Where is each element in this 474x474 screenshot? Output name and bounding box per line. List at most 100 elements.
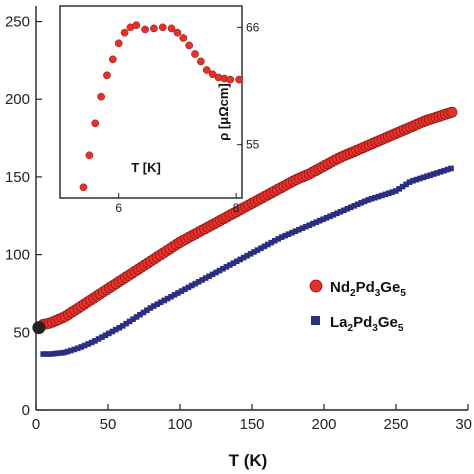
data-point bbox=[365, 197, 371, 203]
data-point bbox=[81, 342, 88, 349]
inset-data-point bbox=[208, 70, 217, 79]
data-point bbox=[392, 188, 399, 194]
inset-data-point bbox=[108, 55, 117, 64]
inset-data-point bbox=[185, 41, 194, 50]
data-point bbox=[157, 299, 164, 306]
data-point bbox=[244, 252, 250, 259]
data-point bbox=[161, 297, 167, 304]
data-point bbox=[413, 176, 420, 183]
data-point bbox=[417, 175, 423, 182]
inset-data-point bbox=[167, 24, 176, 33]
data-point bbox=[337, 208, 344, 215]
series-la bbox=[40, 165, 454, 357]
inset-data-point bbox=[191, 50, 199, 58]
y-tick-label: 250 bbox=[5, 14, 30, 31]
data-point bbox=[424, 173, 430, 180]
data-point bbox=[323, 214, 330, 221]
data-point bbox=[119, 323, 126, 329]
data-point bbox=[223, 264, 230, 270]
data-point bbox=[403, 181, 409, 188]
data-point bbox=[303, 223, 309, 230]
data-point bbox=[347, 204, 354, 211]
y-tick-label: 0 bbox=[22, 402, 30, 419]
inset-data-point bbox=[132, 21, 141, 30]
data-point bbox=[434, 170, 440, 176]
data-point bbox=[375, 193, 382, 200]
data-point bbox=[133, 314, 140, 320]
data-point bbox=[137, 311, 143, 318]
inset-x-axis-title: T [K] bbox=[131, 160, 161, 175]
x-axis-title: T (K) bbox=[229, 451, 268, 470]
data-point bbox=[289, 229, 295, 236]
data-point bbox=[61, 349, 67, 356]
data-point bbox=[334, 210, 340, 217]
inset-data-point bbox=[85, 151, 94, 160]
data-point bbox=[106, 330, 112, 337]
data-point bbox=[78, 344, 85, 350]
data-point bbox=[441, 167, 447, 174]
data-point bbox=[386, 190, 392, 197]
data-point bbox=[199, 277, 205, 283]
data-point bbox=[420, 174, 427, 181]
y-tick-label: 200 bbox=[5, 91, 30, 108]
legend-marker-la bbox=[311, 316, 320, 325]
inset-y-axis-title: ρ [μΩcm] bbox=[216, 83, 231, 140]
data-point bbox=[126, 318, 133, 325]
legend-marker-nd bbox=[309, 279, 323, 293]
main-series-layer bbox=[32, 106, 458, 357]
data-point bbox=[446, 106, 458, 118]
x-tick-label: 0 bbox=[32, 416, 40, 433]
data-point bbox=[254, 247, 261, 253]
data-point bbox=[47, 351, 53, 357]
data-point bbox=[206, 273, 212, 280]
inset-data-point bbox=[120, 28, 129, 37]
x-tick-label: 50 bbox=[100, 416, 117, 433]
data-point bbox=[410, 177, 416, 184]
series-nd bbox=[37, 106, 458, 331]
inset-data-point bbox=[235, 75, 243, 84]
data-point bbox=[344, 206, 351, 212]
inset-data-point bbox=[226, 75, 235, 84]
data-point bbox=[275, 236, 282, 242]
data-point bbox=[50, 350, 57, 357]
inset-data-point bbox=[197, 57, 205, 66]
data-point bbox=[140, 309, 147, 316]
data-point bbox=[265, 241, 271, 248]
data-point bbox=[178, 288, 185, 294]
inset-data-point bbox=[79, 183, 88, 192]
data-point bbox=[227, 262, 233, 268]
data-point bbox=[109, 328, 116, 335]
data-point bbox=[220, 265, 226, 272]
data-point bbox=[247, 251, 254, 257]
data-point bbox=[313, 219, 320, 226]
data-point bbox=[382, 191, 389, 198]
data-point bbox=[144, 307, 150, 314]
data-point bbox=[399, 183, 406, 190]
inset-data-point bbox=[173, 28, 182, 37]
data-point bbox=[71, 346, 78, 353]
data-point bbox=[268, 239, 275, 246]
inset-data-point bbox=[150, 24, 158, 33]
data-point bbox=[88, 339, 95, 346]
data-point bbox=[379, 192, 385, 199]
inset-x-tick-label: 6 bbox=[115, 201, 122, 215]
data-point bbox=[351, 203, 358, 209]
data-point bbox=[389, 189, 396, 195]
inset-x-tick-label: 8 bbox=[233, 201, 240, 215]
inset-data-point bbox=[97, 92, 105, 101]
inset-frame bbox=[59, 5, 243, 199]
data-point bbox=[240, 254, 247, 261]
data-point bbox=[237, 256, 243, 263]
data-point bbox=[171, 292, 178, 298]
data-point bbox=[299, 225, 306, 231]
data-point bbox=[112, 326, 119, 333]
data-point bbox=[64, 348, 71, 355]
inset-data-point bbox=[141, 25, 149, 34]
data-point bbox=[406, 179, 413, 185]
data-point bbox=[396, 186, 402, 192]
data-point bbox=[327, 213, 333, 220]
data-point bbox=[372, 194, 378, 201]
inset-data-point bbox=[103, 71, 111, 80]
x-tick-label: 100 bbox=[167, 416, 192, 433]
data-point bbox=[185, 284, 192, 291]
